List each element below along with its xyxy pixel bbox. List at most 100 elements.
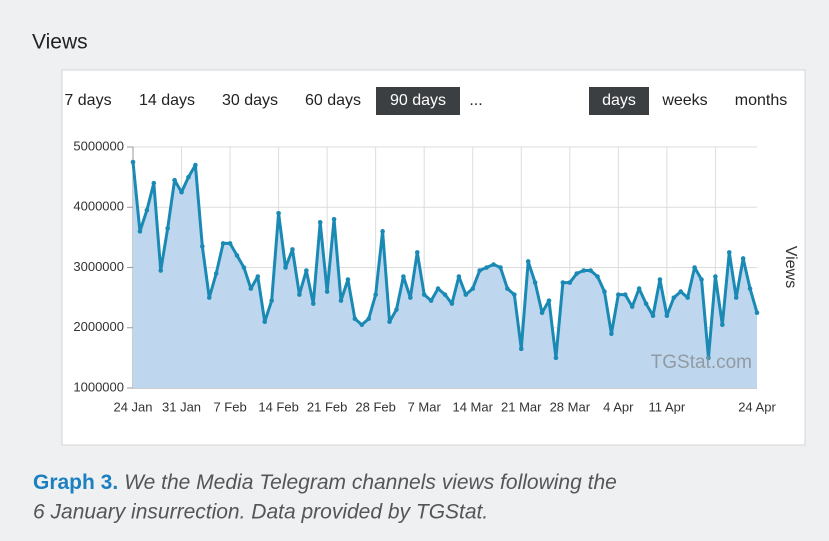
x-tick-label: 14 Mar <box>452 399 493 414</box>
x-tick-label: 7 Mar <box>408 399 442 414</box>
point <box>359 322 365 328</box>
area <box>133 162 757 388</box>
point <box>179 189 184 195</box>
point <box>463 292 469 297</box>
point <box>262 319 268 325</box>
range-button[interactable]: ... <box>469 92 482 109</box>
point <box>498 265 503 270</box>
x-tick-label: 4 Apr <box>603 399 634 414</box>
point <box>713 274 718 279</box>
point <box>477 268 482 273</box>
x-tick-label: 28 Feb <box>355 399 395 414</box>
y-axis-label: Views <box>782 246 799 288</box>
y-tick-label: 1000000 <box>73 379 124 394</box>
point <box>747 286 753 291</box>
point <box>130 159 136 165</box>
y-tick-label: 3000000 <box>73 259 124 274</box>
page-title: Views <box>32 31 88 54</box>
point <box>401 274 406 279</box>
unit-button[interactable]: days <box>602 92 636 109</box>
point <box>317 220 323 225</box>
point <box>505 286 510 291</box>
range-button[interactable]: 60 days <box>305 92 361 109</box>
point <box>484 265 489 270</box>
point <box>387 319 392 325</box>
watermark: TGStat.com <box>651 352 752 373</box>
point <box>512 292 517 297</box>
point <box>186 174 191 180</box>
point <box>137 229 143 234</box>
point <box>373 292 378 297</box>
point <box>234 253 240 258</box>
point <box>470 286 476 291</box>
range-button-bg[interactable] <box>376 87 460 115</box>
point <box>345 277 351 282</box>
point <box>200 244 205 249</box>
point <box>560 280 566 285</box>
x-tick-label: 21 Feb <box>307 399 347 414</box>
caption: Graph 3. We the Media Telegram channels v… <box>33 471 617 494</box>
y-tick-label: 5000000 <box>73 138 124 153</box>
x-tick-label: 24 Jan <box>113 399 152 414</box>
unit-button[interactable]: weeks <box>661 92 707 109</box>
caption-text: 6 January insurrection. Data provided by… <box>33 501 488 524</box>
point <box>629 304 635 309</box>
unit-button-bg[interactable] <box>589 87 649 115</box>
point <box>414 250 420 255</box>
point <box>310 301 316 306</box>
point <box>546 298 552 303</box>
caption-label: Graph 3. <box>33 471 118 494</box>
point <box>442 292 448 297</box>
point <box>172 177 177 183</box>
point <box>657 277 663 282</box>
point <box>726 250 732 255</box>
point <box>518 346 524 352</box>
point <box>588 268 593 273</box>
range-button[interactable]: 7 days <box>64 92 111 109</box>
x-tick-label: 31 Jan <box>162 399 201 414</box>
point <box>740 256 746 261</box>
point <box>733 295 739 300</box>
point <box>678 289 684 294</box>
point <box>449 301 455 306</box>
x-tick-label: 21 Mar <box>501 399 542 414</box>
point <box>671 295 677 300</box>
point <box>290 247 295 252</box>
point <box>720 322 725 328</box>
point <box>248 286 254 291</box>
unit-button[interactable]: months <box>735 92 787 109</box>
point <box>616 292 621 297</box>
point <box>206 295 212 300</box>
range-button[interactable]: 14 days <box>139 92 195 109</box>
point <box>636 286 642 291</box>
range-button[interactable]: 90 days <box>390 92 446 109</box>
point <box>255 274 261 279</box>
point <box>435 286 441 291</box>
point <box>213 271 219 276</box>
point <box>366 316 372 322</box>
point <box>643 301 649 306</box>
point <box>567 280 573 285</box>
point <box>380 229 385 234</box>
x-tick-label: 24 Apr <box>738 399 776 414</box>
point <box>276 210 281 216</box>
point <box>664 313 670 319</box>
point <box>525 259 531 264</box>
point <box>165 226 170 231</box>
point <box>331 217 337 222</box>
point <box>269 298 274 303</box>
range-button[interactable]: 30 days <box>222 92 278 109</box>
point <box>581 268 586 273</box>
point <box>144 207 150 213</box>
point <box>241 265 247 270</box>
point <box>685 295 690 300</box>
point <box>158 268 164 273</box>
point <box>622 292 628 297</box>
x-tick-label: 28 Mar <box>550 399 591 414</box>
point <box>532 280 538 285</box>
point <box>456 274 462 279</box>
point <box>539 310 545 315</box>
point <box>553 355 559 361</box>
point <box>304 268 309 273</box>
